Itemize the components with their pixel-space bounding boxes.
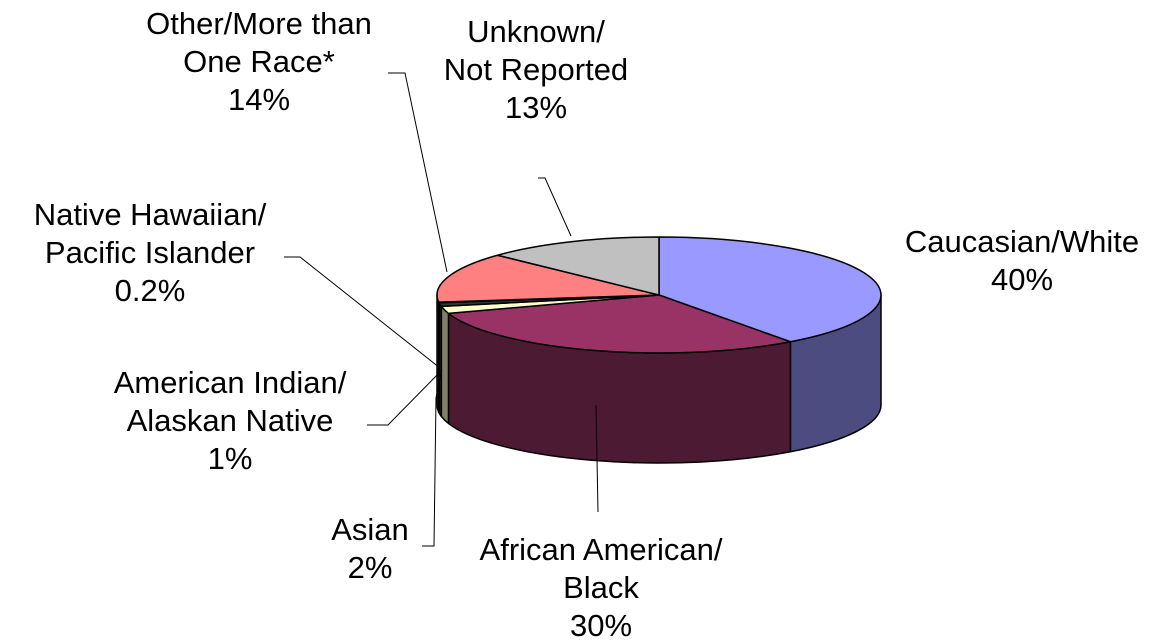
slice-label-unknown-not-reported: Unknown/Not Reported 13% [444, 14, 628, 125]
leader-line-native-hawaiian-pacific-islander [284, 256, 441, 369]
leader-line-other-more-than-one-race [388, 72, 448, 273]
slice-label-asian: Asian 2% [331, 512, 409, 585]
label-leader-lines [284, 72, 599, 547]
slice-unknown-not-reported [496, 236, 660, 296]
slice-label-line-asian: Asian [331, 512, 409, 547]
slice-label-line-unknown-not-reported: Unknown/ [467, 14, 605, 49]
slice-label-line-other-more-than-one-race: Other/More than [146, 6, 372, 41]
slice-label-other-more-than-one-race: Other/More than One Race* 14% [146, 6, 372, 117]
slice-label-caucasian-white: Caucasian/White 40% [905, 224, 1139, 297]
slice-label-line-american-indian-alaskan-native: Alaskan Native [127, 403, 334, 438]
leader-line-asian [422, 372, 442, 547]
slice-label-native-hawaiian-pacific-islander: Native Hawaiian/Pacific Islander 0.2% [34, 197, 267, 308]
slice-percent-native-hawaiian-pacific-islander: 0.2% [115, 273, 186, 308]
slice-label-line-native-hawaiian-pacific-islander: Native Hawaiian/ [34, 197, 267, 232]
slice-side-other-more-than-one-race [436, 294, 440, 413]
pie-sides [436, 294, 882, 464]
leader-line-african-american-black [595, 404, 599, 513]
slice-label-line-caucasian-white: Caucasian/White [905, 224, 1139, 259]
slice-percent-african-american-black: 30% [570, 608, 632, 643]
slice-caucasian-white [658, 236, 882, 343]
leader-line-american-indian-alaskan-native [367, 369, 443, 426]
slice-label-line-unknown-not-reported: Not Reported [444, 52, 628, 87]
slice-percent-caucasian-white: 40% [991, 262, 1053, 297]
slice-african-american-black [447, 294, 792, 354]
slice-label-american-indian-alaskan-native: American Indian/Alaskan Native 1% [114, 365, 347, 476]
slice-percent-american-indian-alaskan-native: 1% [208, 441, 253, 476]
slice-percent-other-more-than-one-race: 14% [228, 82, 290, 117]
slice-other-more-than-one-race [436, 254, 660, 303]
slice-label-line-native-hawaiian-pacific-islander: Pacific Islander [45, 235, 255, 270]
slice-percent-unknown-not-reported: 13% [505, 90, 567, 125]
slice-label-african-american-black: African American/Black 30% [480, 532, 723, 643]
slice-label-line-other-more-than-one-race: One Race* [183, 44, 335, 79]
slice-label-line-american-indian-alaskan-native: American Indian/ [114, 365, 347, 400]
pie-slices [436, 236, 882, 354]
slice-labels: Caucasian/White 40% African American/Black… [34, 6, 1139, 643]
slice-label-line-african-american-black: Black [563, 570, 639, 605]
slice-label-line-african-american-black: African American/ [480, 532, 723, 567]
leader-line-unknown-not-reported [538, 177, 572, 237]
slice-side-asian [440, 305, 450, 425]
slice-percent-asian: 2% [348, 550, 393, 585]
